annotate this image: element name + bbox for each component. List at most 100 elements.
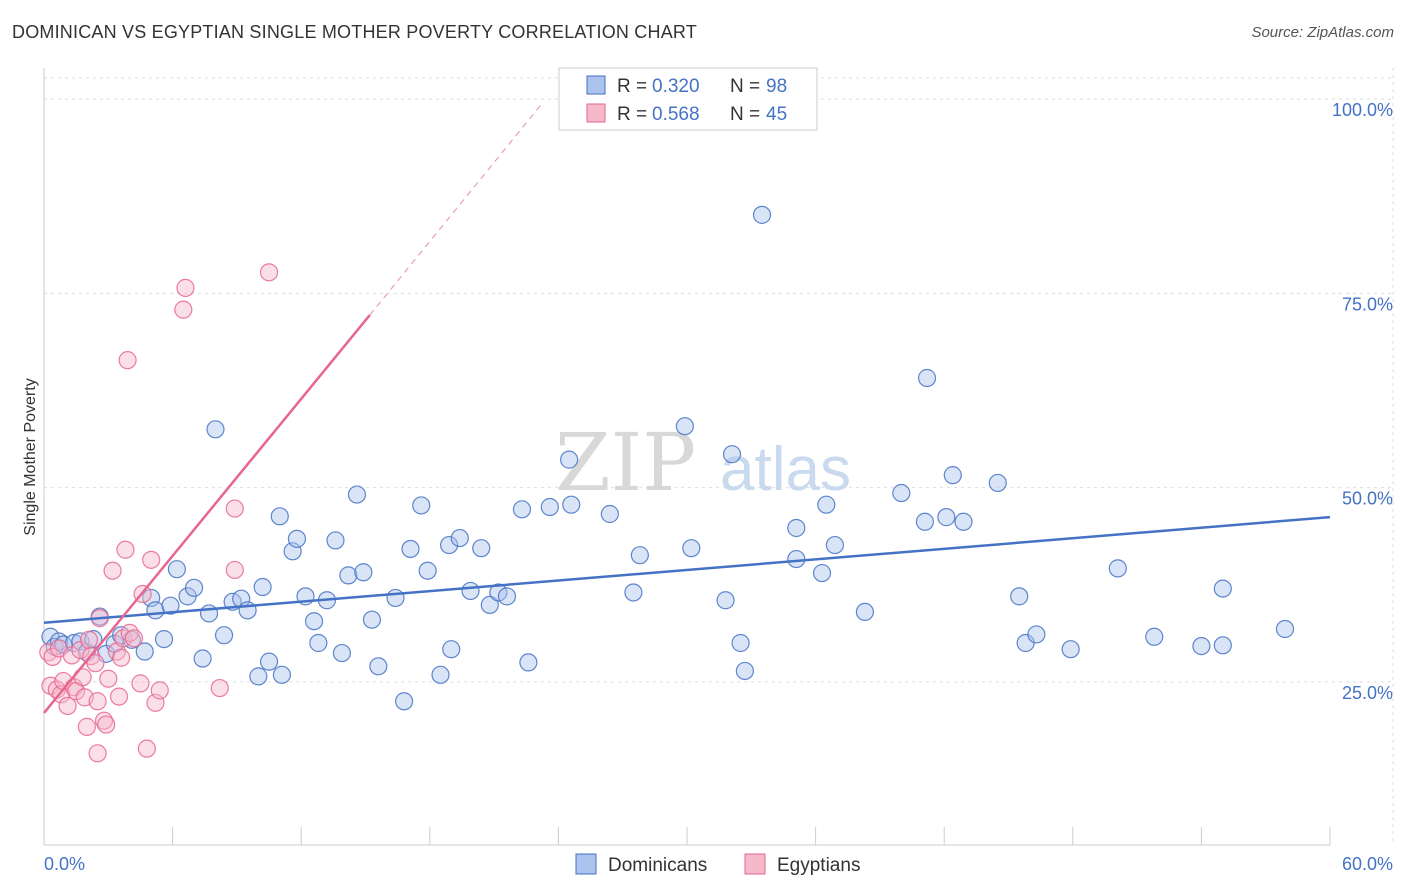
- point-egyptians: [103, 561, 122, 580]
- chart-title: DOMINICAN VS EGYPTIAN SINGLE MOTHER POVE…: [12, 22, 697, 42]
- point-dominicans: [519, 653, 538, 672]
- point-dominicans: [1213, 636, 1232, 655]
- point-egyptians: [225, 499, 244, 518]
- point-egyptians: [124, 629, 144, 648]
- point-dominicans: [855, 602, 874, 622]
- point-dominicans: [450, 528, 469, 548]
- point-dominicans: [988, 473, 1007, 493]
- point-dominicans: [272, 665, 292, 684]
- bottom-legend-label-dominicans: Dominicans: [608, 855, 707, 876]
- point-dominicans: [461, 581, 480, 601]
- y-tick-label: 25.0%: [1342, 683, 1393, 703]
- series-legend: Dominicans Egyptians: [575, 853, 860, 876]
- point-egyptians: [137, 739, 156, 758]
- legend-swatch-dominicans: [586, 75, 606, 95]
- x-tick-label-max: 60.0%: [1342, 854, 1393, 874]
- point-dominicans: [401, 539, 420, 559]
- point-dominicans: [560, 450, 579, 469]
- point-dominicans: [812, 563, 832, 583]
- point-dominicans: [722, 445, 742, 464]
- legend-r-label-egyptians: R =: [617, 104, 647, 125]
- point-dominicans: [326, 531, 345, 550]
- point-dominicans: [917, 368, 937, 388]
- point-dominicans: [287, 529, 307, 548]
- legend-swatch-egyptians: [586, 103, 606, 123]
- trend-line-egyptians-extension: [369, 104, 542, 316]
- point-dominicans: [167, 560, 186, 579]
- y-tick-labels: 25.0% 50.0% 75.0% 100.0%: [1332, 100, 1393, 703]
- point-egyptians: [88, 744, 107, 763]
- point-dominicans: [154, 629, 174, 649]
- point-dominicans: [682, 539, 701, 558]
- point-dominicans: [369, 657, 388, 676]
- point-dominicans: [512, 500, 532, 519]
- point-dominicans: [249, 667, 268, 686]
- point-dominicans: [735, 661, 754, 681]
- point-dominicans: [1192, 636, 1211, 656]
- point-dominicans: [731, 633, 750, 653]
- bottom-legend-swatch-dominicans: [575, 853, 597, 875]
- point-dominicans: [943, 466, 962, 485]
- point-dominicans: [214, 626, 234, 645]
- watermark-zip-text: ZIP: [555, 416, 696, 509]
- point-dominicans: [1010, 587, 1029, 606]
- legend-r-label-dominicans: R =: [617, 76, 647, 97]
- point-egyptians: [86, 654, 105, 673]
- point-dominicans: [675, 417, 694, 436]
- point-dominicans: [431, 665, 450, 684]
- trend-line-dominicans: [43, 515, 1331, 625]
- point-egyptians: [210, 678, 229, 698]
- point-egyptians: [79, 630, 99, 649]
- trend-line-egyptians: [43, 314, 371, 714]
- point-dominicans: [1275, 619, 1295, 639]
- point-egyptians: [225, 560, 244, 580]
- y-axis-label: Single Mother Poverty: [22, 378, 39, 535]
- point-dominicans: [624, 583, 643, 602]
- legend-n-value-dominicans: 98: [766, 76, 787, 97]
- point-dominicans: [787, 549, 806, 569]
- y-tick-label: 75.0%: [1342, 294, 1393, 314]
- point-dominicans: [915, 512, 935, 531]
- point-dominicans: [253, 577, 272, 597]
- point-dominicans: [146, 601, 165, 620]
- point-egyptians: [259, 263, 279, 282]
- point-dominicans: [472, 539, 491, 558]
- watermark: ZIP atlas: [555, 416, 851, 509]
- point-dominicans: [270, 507, 289, 526]
- correlation-legend: R = 0.320 N = 98 R = 0.568 N = 45: [558, 67, 818, 131]
- grid-lines: [43, 68, 1394, 845]
- point-dominicans: [954, 512, 973, 531]
- point-dominicans: [497, 587, 517, 606]
- point-dominicans: [339, 566, 358, 585]
- point-egyptians: [58, 696, 77, 716]
- source-credit: Source: ZipAtlas.com: [1251, 24, 1394, 41]
- point-dominicans: [480, 595, 499, 615]
- point-dominicans: [412, 496, 431, 515]
- point-egyptians: [131, 674, 150, 693]
- point-egyptians: [77, 717, 96, 736]
- point-dominicans: [892, 483, 911, 503]
- point-dominicans: [630, 546, 649, 565]
- point-dominicans: [184, 578, 204, 597]
- point-dominicans: [825, 535, 844, 555]
- point-egyptians: [62, 646, 81, 665]
- watermark-atlas-text: atlas: [720, 435, 851, 504]
- legend-n-value-egyptians: 45: [766, 104, 787, 125]
- bottom-legend-swatch-egyptians: [744, 853, 766, 875]
- point-dominicans: [394, 692, 414, 711]
- point-egyptians: [88, 692, 107, 711]
- point-egyptians: [176, 278, 195, 297]
- point-dominicans: [1108, 559, 1127, 578]
- bottom-legend-label-egyptians: Egyptians: [777, 855, 860, 876]
- point-egyptians: [109, 687, 129, 706]
- legend-r-value-dominicans: 0.320: [652, 76, 700, 97]
- point-dominicans: [259, 652, 279, 671]
- point-dominicans: [817, 495, 836, 514]
- point-egyptians: [112, 648, 131, 667]
- point-dominicans: [937, 508, 956, 527]
- point-dominicans: [442, 640, 461, 659]
- point-dominicans: [135, 642, 154, 661]
- data-points: [39, 205, 1295, 763]
- point-dominicans: [332, 643, 352, 663]
- point-egyptians: [142, 550, 161, 569]
